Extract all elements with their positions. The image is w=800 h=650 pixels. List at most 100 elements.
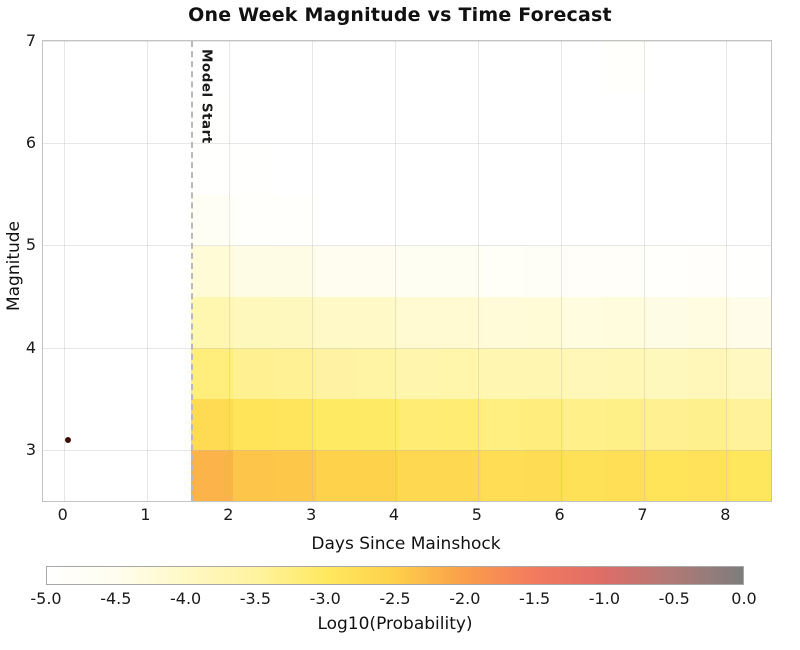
y-tick-label: 6 [25, 133, 36, 153]
y-tick-label: 7 [25, 31, 36, 50]
x-tick-label: 7 [637, 505, 648, 524]
gridline-x [146, 41, 148, 501]
heatmap-cell [605, 296, 648, 349]
heatmap-cell [646, 41, 689, 93]
heatmap-cell [522, 245, 565, 298]
model-start-line [191, 41, 194, 501]
heatmap-cell [646, 194, 689, 246]
colorbar-tick-label: -4.0 [169, 589, 202, 608]
heatmap-cell [274, 296, 317, 349]
heatmap-cell [356, 347, 399, 400]
heatmap-cell [232, 143, 275, 195]
x-tick-label: 4 [388, 505, 400, 524]
heatmap-cell [563, 194, 606, 246]
heatmap-cell [191, 194, 234, 246]
gridline-x [63, 41, 65, 501]
heatmap-cell [439, 449, 482, 501]
heatmap-cell [274, 194, 317, 246]
colorbar [46, 566, 744, 585]
heatmap-cell [398, 347, 441, 400]
x-tick-label: 0 [57, 505, 68, 524]
heatmap-cell [232, 398, 275, 451]
heatmap-cell [729, 347, 771, 400]
heatmap-cell [398, 41, 441, 93]
heatmap-cell [274, 347, 317, 400]
heatmap-cell [688, 449, 731, 501]
heatmap-cell [398, 449, 441, 501]
heatmap-cell [646, 296, 689, 349]
x-tick-label: 2 [223, 505, 234, 524]
heatmap-cell [481, 92, 524, 144]
heatmap-cell [688, 41, 731, 93]
heatmap-cell [688, 92, 731, 144]
heatmap-cell [522, 41, 565, 93]
heatmap-cell [522, 92, 565, 144]
gridline-x [229, 41, 231, 501]
heatmap-cell [191, 143, 234, 195]
heatmap-cell [191, 347, 234, 400]
heatmap-cell [356, 41, 399, 93]
heatmap-cell [522, 194, 565, 246]
colorbar-tick-label: -1.0 [588, 589, 620, 608]
heatmap-cell [439, 92, 482, 144]
heatmap-cell [646, 92, 689, 144]
y-tick-label: 4 [25, 337, 36, 357]
heatmap-cell [522, 398, 565, 451]
gridline-x [560, 41, 562, 501]
colorbar-tick-label: -3.5 [239, 589, 271, 608]
x-axis-label: Days Since Mainshock [311, 534, 501, 554]
heatmap-cell [315, 296, 358, 349]
heatmap-cell [315, 398, 358, 451]
gridline-x [643, 41, 645, 501]
heatmap-cell [481, 296, 524, 349]
heatmap-cell [191, 245, 234, 298]
heatmap-cell [356, 92, 399, 144]
heatmap-cell [729, 449, 771, 501]
heatmap-cell [522, 143, 565, 195]
heatmap-cell [481, 245, 524, 298]
colorbar-tick-label: -3.0 [309, 589, 341, 608]
heatmap-cell [398, 296, 441, 349]
heatmap-cell [729, 245, 771, 298]
heatmap-cell [315, 245, 358, 298]
heatmap-cell [315, 347, 358, 400]
heatmap-cell [646, 449, 689, 501]
x-tick-label: 6 [554, 505, 565, 524]
heatmap-cell [563, 92, 606, 144]
heatmap-cell [729, 296, 771, 349]
gridline-y [43, 449, 771, 451]
heatmap-cell [315, 41, 358, 93]
heatmap-cell [191, 92, 234, 144]
heatmap-cell [481, 143, 524, 195]
heatmap-cell [646, 347, 689, 400]
heatmap-cell [563, 347, 606, 400]
heatmap-cell [232, 194, 275, 246]
heatmap-cell [274, 245, 317, 298]
heatmap-cell [605, 194, 648, 246]
heatmap-cell [481, 194, 524, 246]
heatmap-cell [232, 41, 275, 93]
heatmap-cell [563, 449, 606, 501]
colorbar-tick-label: -0.5 [658, 589, 690, 608]
heatmap-cell [605, 143, 648, 195]
gridline-y [43, 245, 771, 247]
heatmap-cell [605, 41, 648, 93]
y-axis-label: Magnitude [4, 220, 24, 312]
heatmap-cell [522, 449, 565, 501]
heatmap-cell [605, 398, 648, 451]
heatmap-cell [232, 449, 275, 501]
colorbar-tick-label: -2.0 [449, 589, 481, 608]
heatmap-cell [646, 143, 689, 195]
heatmap-cell [605, 347, 648, 400]
colorbar-tick-label: -4.5 [100, 589, 132, 608]
heatmap-cell [563, 398, 606, 451]
heatmap-cell [232, 92, 275, 144]
heatmap-cell [439, 398, 482, 451]
heatmap-cell [563, 245, 606, 298]
heatmap-cell [729, 398, 771, 451]
x-tick-label: 3 [306, 505, 317, 524]
heatmap-cell [356, 449, 399, 501]
heatmap-cell [688, 194, 731, 246]
y-tick-label: 5 [25, 235, 36, 255]
